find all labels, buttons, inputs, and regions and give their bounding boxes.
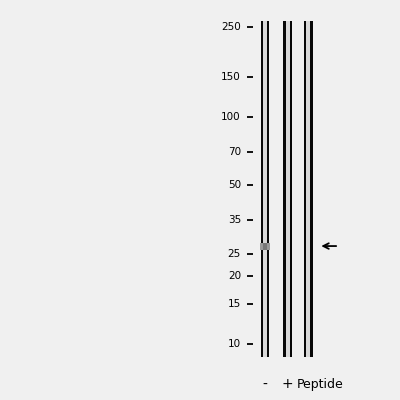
Bar <box>286 21 290 356</box>
Bar <box>283 21 292 356</box>
Bar <box>262 242 267 250</box>
Bar <box>304 21 312 356</box>
Text: Peptide: Peptide <box>297 378 344 391</box>
Text: 70: 70 <box>228 147 241 157</box>
Text: 250: 250 <box>221 22 241 32</box>
Text: 35: 35 <box>228 216 241 226</box>
Text: 15: 15 <box>228 299 241 309</box>
Bar <box>260 242 270 250</box>
Bar <box>306 21 310 356</box>
Text: 150: 150 <box>221 72 241 82</box>
Text: 100: 100 <box>221 112 241 122</box>
Text: -: - <box>262 377 267 391</box>
Text: +: + <box>282 377 294 391</box>
Text: 20: 20 <box>228 271 241 281</box>
Bar <box>263 21 267 356</box>
Text: 10: 10 <box>228 339 241 349</box>
Text: 25: 25 <box>228 249 241 259</box>
Text: 50: 50 <box>228 180 241 190</box>
Bar <box>260 21 269 356</box>
